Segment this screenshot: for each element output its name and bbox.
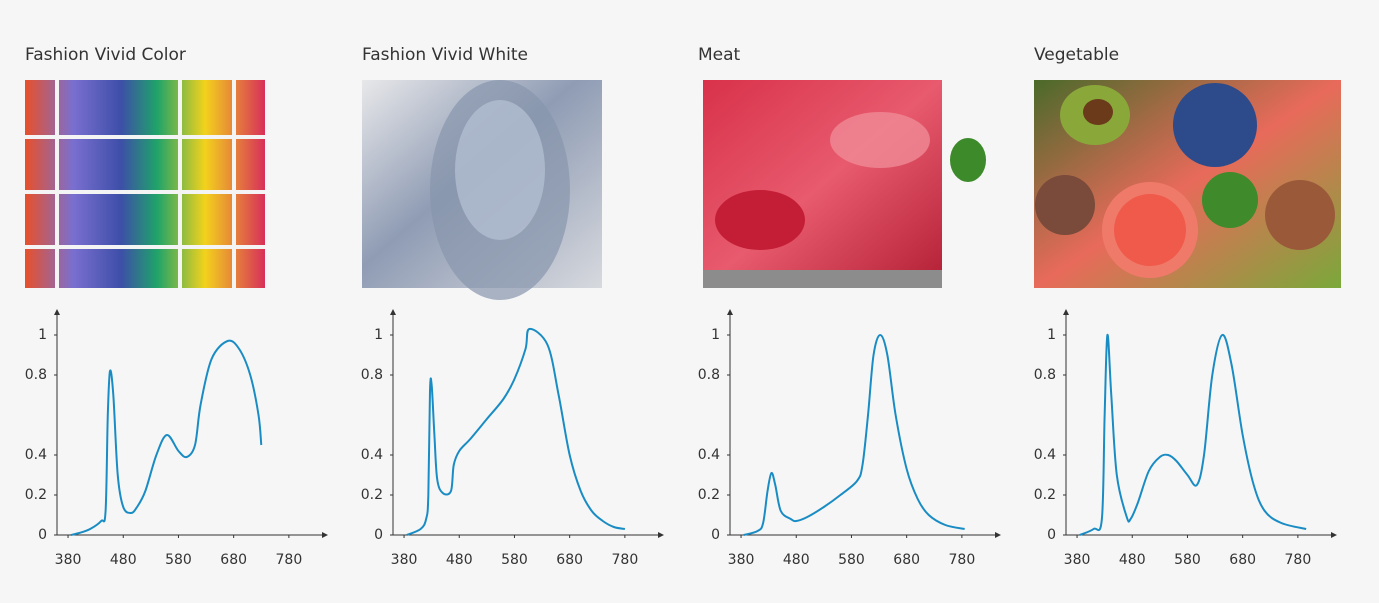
y-tick-label: 1 [374, 327, 383, 343]
y-tick-label: 0 [711, 527, 720, 543]
x-tick-label: 580 [1174, 552, 1201, 568]
y-tick-label: 1 [1047, 327, 1056, 343]
spectrum-line [1079, 333, 1307, 536]
y-tick-label: 0.2 [25, 487, 47, 503]
y-tick-label: 0.4 [698, 447, 720, 463]
y-axis-arrow [1063, 309, 1069, 315]
photo-vegetable [1034, 80, 1341, 288]
chart-title: Fashion Vivid Color [25, 45, 186, 65]
y-tick-label: 0.4 [1034, 447, 1056, 463]
x-tick-label: 380 [391, 552, 418, 568]
photo-fashion-white [362, 80, 602, 300]
x-tick-label: 580 [501, 552, 528, 568]
x-tick-label: 680 [220, 552, 247, 568]
x-tick-label: 780 [612, 552, 639, 568]
x-axis-arrow [1331, 532, 1337, 538]
x-tick-label: 480 [1119, 552, 1146, 568]
x-tick-label: 380 [55, 552, 82, 568]
spectrum-line [406, 327, 626, 536]
photo-fashion-color [25, 80, 265, 288]
y-tick-label: 0.2 [361, 487, 383, 503]
spectrum-line [70, 339, 263, 536]
y-tick-label: 0.4 [25, 447, 47, 463]
y-tick-label: 0.2 [1034, 487, 1056, 503]
x-tick-label: 580 [838, 552, 865, 568]
y-axis-arrow [390, 309, 396, 315]
x-tick-label: 480 [446, 552, 473, 568]
x-tick-label: 780 [276, 552, 303, 568]
charts: Fashion Vivid Color 0 0.2 0.4 0.8 1 380 480 580 6… [25, 45, 1337, 568]
x-tick-label: 680 [1229, 552, 1256, 568]
chart: Meat 0 0.2 0.4 0.8 1 380 480 580 680 780 [698, 45, 1001, 568]
y-tick-label: 1 [38, 327, 47, 343]
x-tick-label: 480 [783, 552, 810, 568]
y-tick-label: 0 [374, 527, 383, 543]
x-tick-label: 780 [1285, 552, 1312, 568]
y-tick-label: 0.2 [698, 487, 720, 503]
spectrum-line [743, 333, 965, 536]
x-tick-label: 380 [728, 552, 755, 568]
photo-meat [703, 80, 986, 288]
x-tick-label: 380 [1064, 552, 1091, 568]
chart: Fashion Vivid White 0 0.2 0.4 0.8 1 380 480 580 6… [361, 45, 664, 568]
chart-title: Fashion Vivid White [362, 45, 528, 65]
x-tick-label: 480 [110, 552, 137, 568]
x-tick-label: 780 [949, 552, 976, 568]
x-tick-label: 580 [165, 552, 192, 568]
chart: Vegetable 0 0.2 0.4 0.8 1 380 480 580 680 780 [1034, 45, 1337, 568]
y-tick-label: 0.8 [25, 367, 47, 383]
x-axis-arrow [995, 532, 1001, 538]
chart-title: Meat [698, 45, 741, 65]
y-tick-label: 0.8 [361, 367, 383, 383]
y-axis-arrow [54, 309, 60, 315]
y-tick-label: 0 [1047, 527, 1056, 543]
y-tick-label: 0.8 [698, 367, 720, 383]
y-axis-arrow [727, 309, 733, 315]
y-tick-label: 0.8 [1034, 367, 1056, 383]
y-tick-label: 0 [38, 527, 47, 543]
x-tick-label: 680 [893, 552, 920, 568]
y-tick-label: 0.4 [361, 447, 383, 463]
x-axis-arrow [658, 532, 664, 538]
x-tick-label: 680 [556, 552, 583, 568]
y-tick-label: 1 [711, 327, 720, 343]
chart-title: Vegetable [1034, 45, 1119, 65]
chart: Fashion Vivid Color 0 0.2 0.4 0.8 1 380 480 580 6… [25, 45, 328, 568]
x-axis-arrow [322, 532, 328, 538]
